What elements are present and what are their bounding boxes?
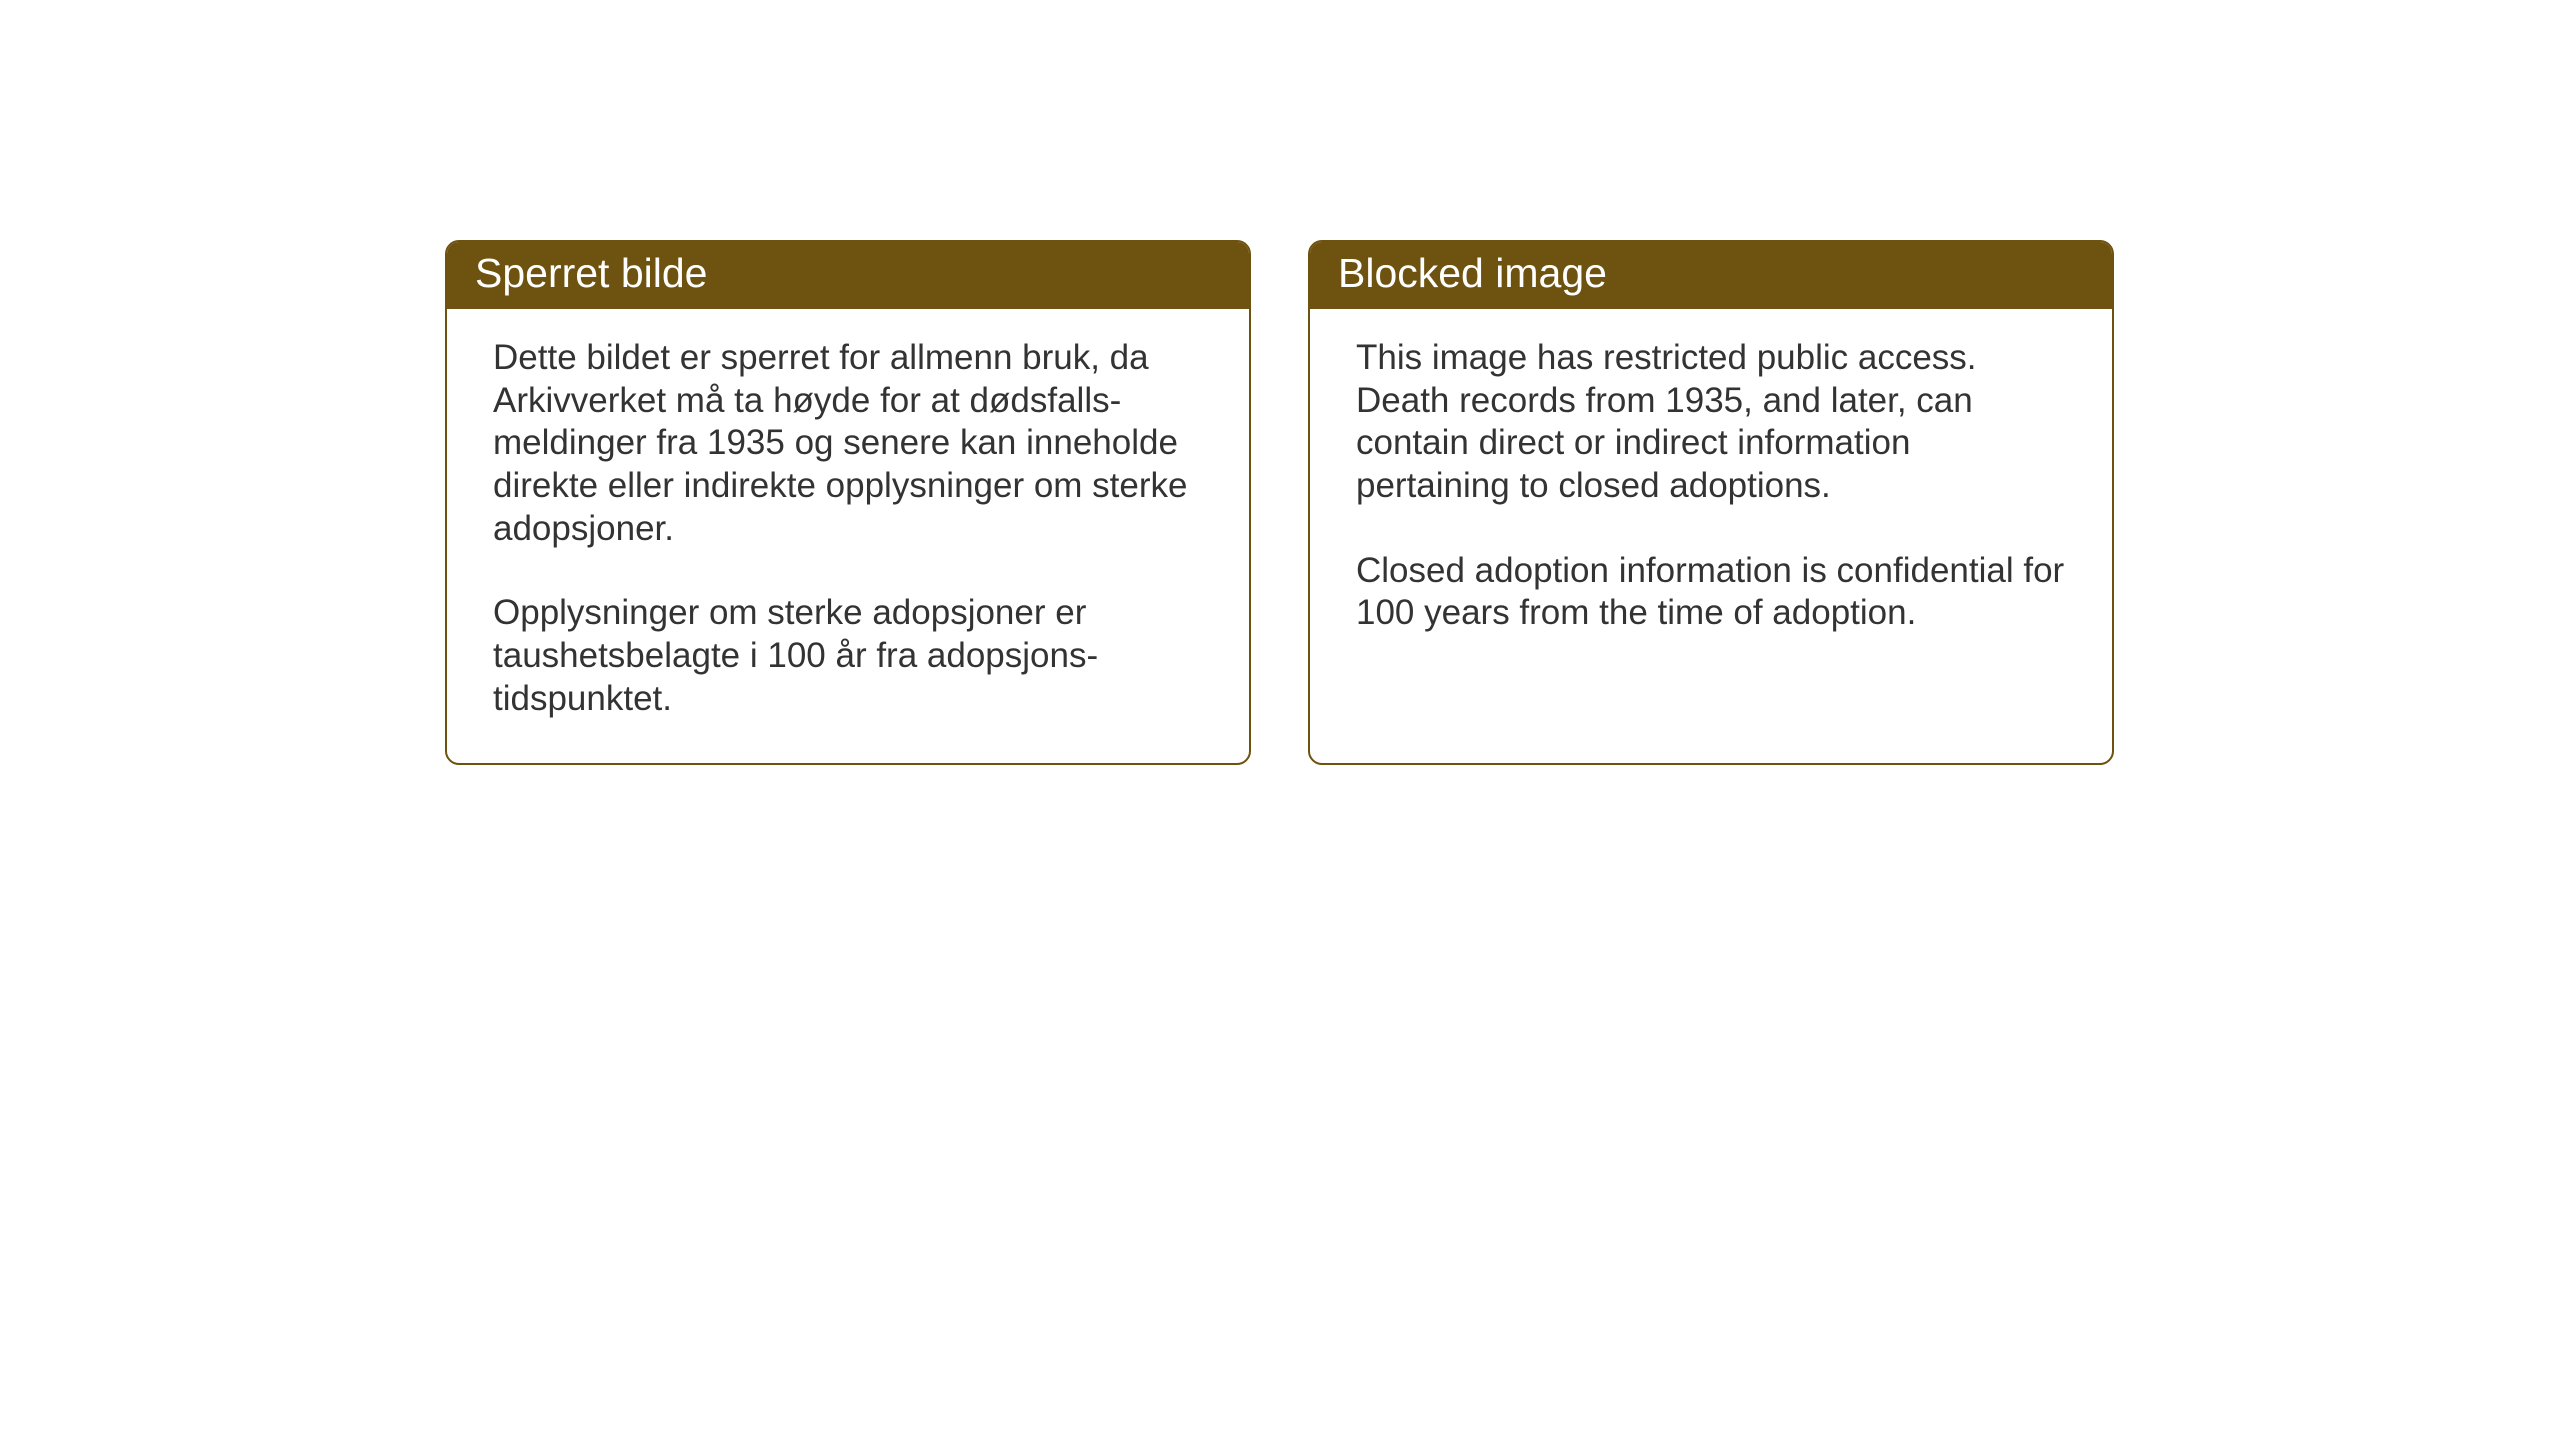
card-paragraph1-norwegian: Dette bildet er sperret for allmenn bruk… — [493, 337, 1207, 550]
card-english: Blocked image This image has restricted … — [1308, 240, 2114, 765]
card-title-english: Blocked image — [1338, 250, 1607, 296]
card-header-english: Blocked image — [1310, 242, 2112, 309]
cards-container: Sperret bilde Dette bildet er sperret fo… — [445, 240, 2114, 765]
card-paragraph2-norwegian: Opplysninger om sterke adopsjoner er tau… — [493, 592, 1207, 720]
card-norwegian: Sperret bilde Dette bildet er sperret fo… — [445, 240, 1251, 765]
card-header-norwegian: Sperret bilde — [447, 242, 1249, 309]
card-title-norwegian: Sperret bilde — [475, 250, 707, 296]
card-body-norwegian: Dette bildet er sperret for allmenn bruk… — [447, 309, 1249, 763]
card-paragraph1-english: This image has restricted public access.… — [1356, 337, 2070, 508]
card-body-english: This image has restricted public access.… — [1310, 309, 2112, 677]
card-paragraph2-english: Closed adoption information is confident… — [1356, 550, 2070, 635]
